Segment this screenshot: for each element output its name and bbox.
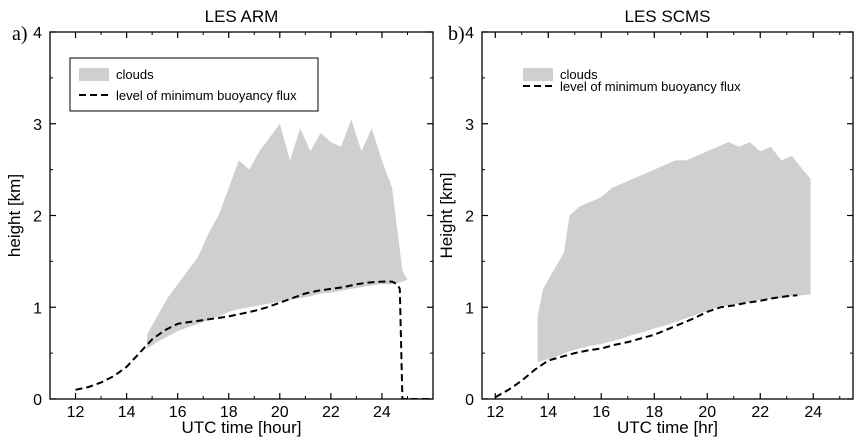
chart-title: LES SCMS	[625, 7, 711, 26]
x-tick-label: 20	[698, 404, 716, 421]
x-tick-label: 16	[169, 404, 187, 421]
y-tick-label: 1	[33, 300, 42, 317]
plot-area	[494, 142, 811, 399]
legend-label-buoyancy: level of minimum buoyancy flux	[560, 79, 741, 94]
x-tick-label: 22	[751, 404, 769, 421]
legend-label-buoyancy: level of minimum buoyancy flux	[116, 88, 297, 103]
panel-label: a)	[12, 23, 28, 45]
legend-swatch-clouds	[79, 68, 109, 81]
legend-box	[69, 57, 319, 112]
y-tick-label: 4	[33, 25, 42, 42]
legend: clouds level of minimum buoyancy flux	[69, 57, 319, 112]
panel-label: b)	[448, 23, 465, 45]
y-tick-label: 1	[465, 300, 474, 317]
series-buoyancy-line	[75, 280, 433, 399]
plot-area	[75, 119, 433, 399]
y-tick-label: 0	[33, 392, 42, 409]
x-tick-label: 18	[645, 404, 663, 421]
legend-swatch-clouds	[523, 68, 553, 81]
y-tick-label: 2	[465, 209, 474, 226]
series-clouds-area	[537, 142, 811, 363]
y-tick-label: 3	[465, 117, 474, 134]
series-buoyancy-line	[494, 294, 798, 399]
x-tick-label: 24	[804, 404, 822, 421]
x-tick-label: 12	[67, 404, 85, 421]
x-tick-label: 14	[539, 404, 557, 421]
legend-label-clouds: clouds	[560, 67, 598, 82]
x-tick-label: 20	[271, 404, 289, 421]
x-axis-label: UTC time [hr]	[617, 418, 718, 437]
y-tick-label: 4	[465, 25, 474, 42]
y-tick-label: 0	[465, 392, 474, 409]
y-tick-label: 2	[33, 209, 42, 226]
x-tick-label: 18	[220, 404, 238, 421]
x-axis-label: UTC time [hour]	[182, 418, 302, 437]
x-tick-label: 24	[373, 404, 391, 421]
chart-title: LES ARM	[205, 7, 279, 26]
series-clouds-area	[147, 119, 408, 349]
x-tick-label: 22	[322, 404, 340, 421]
y-tick-label: 3	[33, 117, 42, 134]
legend-label-clouds: clouds	[116, 67, 154, 82]
y-axis-label: Height [km]	[437, 173, 456, 259]
x-tick-label: 14	[118, 404, 136, 421]
x-tick-label: 16	[592, 404, 610, 421]
x-tick-label: 12	[486, 404, 504, 421]
y-axis-label: height [km]	[5, 174, 24, 257]
